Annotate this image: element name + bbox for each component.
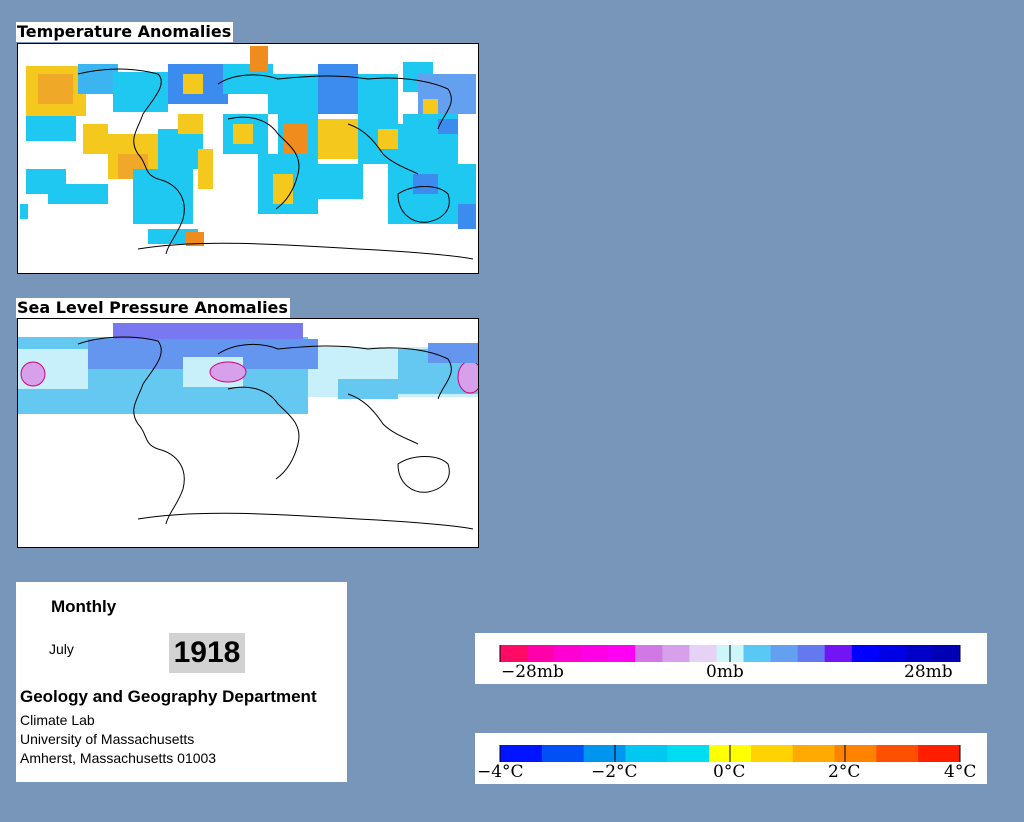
pressure-legend-canvas: −28mb 0mb 28mb [499, 645, 961, 682]
temperature-coastlines [77, 68, 474, 260]
pressure-colorbar-swatch [581, 645, 609, 662]
temperature-legend-label-minus4: −4°C [477, 762, 524, 782]
pressure-colorbar-swatch [932, 645, 961, 662]
pressure-colorbar-swatch [689, 645, 717, 662]
temperature-map [17, 43, 479, 274]
pressure-colorbar-swatch [662, 645, 690, 662]
pressure-colorbar-swatch [743, 645, 772, 662]
temperature-colorbar-swatch [750, 745, 794, 762]
pressure-legend-label-max: 28mb [904, 662, 953, 682]
department-label: Geology and Geography Department [20, 687, 317, 706]
pressure-colorbar-swatch [554, 645, 582, 662]
temperature-colorbar-swatch [876, 745, 919, 762]
temperature-colorbar-swatch [834, 745, 877, 762]
temperature-legend-label-zero: 0°C [713, 762, 745, 782]
temperature-colorbar-swatch [583, 745, 626, 762]
temperature-map-title: Temperature Anomalies [16, 22, 234, 42]
temperature-legend-label-plus2: 2°C [828, 762, 860, 782]
temperature-legend-canvas: −4°C −2°C 0°C 2°C 4°C [477, 745, 976, 782]
temperature-legend-label-minus2: −2°C [591, 762, 638, 782]
temperature-anomaly-field [20, 46, 476, 246]
pressure-legend-label-min: −28mb [501, 662, 564, 682]
pressure-colorbar-swatch [905, 645, 934, 662]
temperature-colorbar-swatch [918, 745, 961, 762]
temperature-legend-label-plus4: 4°C [944, 762, 976, 782]
pressure-colorbar-swatch [824, 645, 853, 662]
pressure-coastlines [77, 336, 474, 530]
pressure-map-canvas [18, 323, 478, 530]
temperature-legend: −4°C −2°C 0°C 2°C 4°C [475, 733, 987, 784]
temperature-colorbar-swatch [625, 745, 668, 762]
pressure-map [17, 318, 479, 548]
pressure-colorbar-swatch [527, 645, 555, 662]
pressure-map-title: Sea Level Pressure Anomalies [16, 298, 290, 318]
pressure-colorbar-swatch [797, 645, 826, 662]
pressure-colorbar-swatch [770, 645, 799, 662]
pressure-colorbar-swatch [635, 645, 663, 662]
temperature-colorbar [499, 745, 961, 762]
address-label: Amherst, Massachusetts 01003 [20, 750, 217, 766]
temperature-colorbar-swatch [541, 745, 585, 762]
pressure-colorbar-swatch [500, 645, 528, 662]
frequency-label: Monthly [51, 597, 117, 616]
temperature-colorbar-swatch [792, 745, 836, 762]
pressure-colorbar-swatch [851, 645, 880, 662]
university-label: University of Massachusetts [20, 731, 195, 747]
pressure-colorbar-swatch [608, 645, 636, 662]
pressure-colorbar [499, 645, 961, 662]
pressure-anomaly-field [18, 323, 478, 414]
temperature-colorbar-swatch [500, 745, 543, 762]
pressure-legend: −28mb 0mb 28mb [475, 633, 987, 684]
month-label: July [49, 641, 74, 657]
info-panel: Monthly July 1918 Geology and Geography … [16, 582, 347, 782]
lab-label: Climate Lab [20, 712, 95, 728]
pressure-legend-label-zero: 0mb [706, 662, 744, 682]
year-label: 1918 [169, 633, 245, 673]
pressure-colorbar-swatch [878, 645, 907, 662]
temperature-map-canvas [20, 46, 476, 260]
temperature-colorbar-swatch [667, 745, 710, 762]
